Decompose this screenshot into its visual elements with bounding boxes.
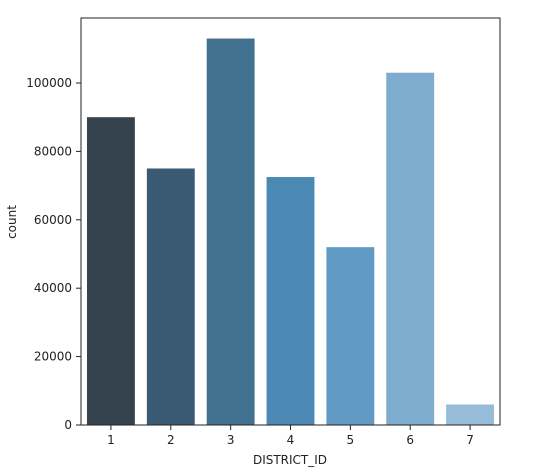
bar-5 xyxy=(326,247,375,425)
y-tick-label: 20000 xyxy=(34,350,72,364)
y-tick-label: 60000 xyxy=(34,213,72,227)
bar-4 xyxy=(266,177,315,425)
x-tick-label: 4 xyxy=(287,433,295,447)
bar-6 xyxy=(386,72,435,425)
y-tick-label: 80000 xyxy=(34,144,72,158)
bar-2 xyxy=(146,168,195,425)
x-tick-label: 1 xyxy=(107,433,115,447)
y-ticks-group: 0 20000 40000 60000 80000 100000 xyxy=(26,76,81,432)
bar-7 xyxy=(446,404,495,425)
plot-frame xyxy=(80,17,501,426)
y-axis-label: count xyxy=(5,205,19,239)
y-tick-label: 0 xyxy=(64,418,72,432)
y-tick-label: 40000 xyxy=(34,281,72,295)
bar-1 xyxy=(86,117,135,425)
x-ticks-group: 1 2 3 4 5 6 7 xyxy=(107,425,474,447)
x-tick-label: 6 xyxy=(406,433,414,447)
x-axis-label: DISTRICT_ID xyxy=(253,453,327,467)
bar-3 xyxy=(206,38,255,426)
x-tick-label: 2 xyxy=(167,433,175,447)
y-tick-label: 100000 xyxy=(26,76,72,90)
x-tick-label: 7 xyxy=(466,433,474,447)
x-tick-label: 5 xyxy=(347,433,355,447)
bars-group xyxy=(86,38,495,426)
x-tick-label: 3 xyxy=(227,433,235,447)
